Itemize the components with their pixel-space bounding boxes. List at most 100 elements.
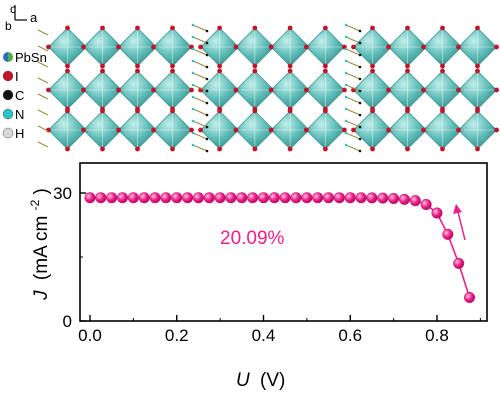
data-point: [344, 192, 356, 204]
carbon-atom: [358, 65, 362, 69]
data-point: [247, 192, 259, 204]
legend-sphere-icon: [2, 127, 14, 139]
organic-bond: [345, 48, 361, 56]
organic-bond: [192, 120, 208, 128]
c-axis-label: c: [10, 2, 16, 16]
iodide-atom: [252, 68, 258, 74]
data-point: [95, 192, 107, 204]
data-point: [355, 192, 367, 204]
data-point: [225, 192, 237, 204]
iodide-atom: [440, 68, 445, 74]
iodide-atom: [100, 63, 105, 69]
data-point: [366, 192, 378, 204]
legend-label: H: [15, 126, 24, 141]
nitrogen-atom: [344, 143, 348, 147]
data-point: [236, 192, 248, 204]
iodide-atom: [341, 127, 347, 133]
nitrogen-atom: [344, 71, 348, 75]
x-tick-label: 0.6: [338, 326, 362, 345]
plot-frame: [79, 162, 488, 322]
y-tick-label: 30: [53, 184, 72, 203]
carbon-atom: [205, 77, 209, 81]
iodide-atom: [233, 44, 239, 50]
organic-bond: [192, 60, 208, 68]
nitrogen-atom: [344, 47, 348, 51]
carbon-atom: [358, 137, 362, 141]
carbon-atom: [358, 29, 362, 33]
x-tick-label: 0.2: [165, 326, 189, 345]
nitrogen-atom: [191, 35, 195, 39]
organic-bond: [192, 96, 208, 104]
iodide-atom: [116, 44, 121, 50]
data-point: [106, 192, 118, 204]
data-point: [84, 192, 96, 204]
data-point: [398, 193, 410, 205]
carbon-atom: [358, 89, 362, 93]
data-point: [453, 257, 465, 269]
iodide-atom: [322, 25, 328, 31]
crystal-structure-panel: [37, 23, 499, 153]
iodide-atom: [135, 68, 140, 74]
carbon-atom: [205, 41, 209, 45]
x-tick-label: 0.8: [425, 326, 449, 345]
nitrogen-atom: [344, 23, 348, 27]
legend-sphere-left-icon: [3, 52, 8, 62]
carbon-atom: [358, 41, 362, 45]
iodide-atom: [303, 127, 309, 133]
organic-bond: [345, 144, 361, 152]
y-tick-label: 0: [63, 312, 72, 331]
data-point: [279, 192, 291, 204]
data-point: [323, 192, 335, 204]
iodide-atom: [46, 44, 51, 50]
carbon-atom: [205, 137, 209, 141]
iodide-atom: [341, 87, 347, 93]
data-point: [442, 228, 454, 240]
iodide-atom: [287, 108, 293, 114]
carbon-atom: [205, 53, 209, 57]
nitrogen-atom: [191, 143, 195, 147]
carbon-atom: [205, 65, 209, 69]
organic-bond: [192, 84, 208, 92]
nitrogen-atom: [191, 95, 195, 99]
iodide-atom: [494, 44, 499, 50]
y-axis-unit-end: ): [31, 188, 52, 194]
legend-sphere-icon: [2, 89, 14, 101]
nitrogen-atom: [191, 23, 195, 27]
y-axis-title: J (mA cm -2 ): [23, 188, 52, 301]
iodide-atom: [421, 44, 426, 50]
iodide-atom: [252, 108, 258, 114]
iodide-atom: [370, 108, 375, 114]
iodide-atom: [303, 44, 309, 50]
iodide-atom: [46, 87, 51, 93]
crystal-axes-indicator: c b a: [5, 2, 38, 33]
data-point: [203, 192, 215, 204]
carbon-atom: [358, 113, 362, 117]
iodide-atom: [252, 25, 258, 31]
iodide-atom: [151, 87, 156, 93]
iodide-atom: [440, 63, 445, 69]
iodide-atom: [217, 108, 223, 114]
carbon-atom: [205, 101, 209, 105]
nitrogen-atom: [344, 59, 348, 63]
iodide-atom: [65, 146, 70, 152]
iodide-atom: [116, 87, 121, 93]
scan-arrow-head: [453, 204, 462, 214]
organic-bond: [345, 24, 361, 32]
iodide-atom: [198, 44, 204, 50]
iodide-atom: [440, 146, 445, 152]
organic-bond: [345, 132, 361, 140]
data-point: [214, 192, 226, 204]
data-point: [333, 192, 345, 204]
iodide-atom: [268, 87, 274, 93]
organic-bond: [192, 72, 208, 80]
iodide-atom: [170, 108, 175, 114]
iodide-atom: [405, 146, 410, 152]
jv-chart: 0.0 0.2 0.4 0.6 0.8 0 30 20.09% U (V) J (mA c…: [23, 162, 488, 391]
iodide-atom: [440, 25, 445, 31]
iodide-atom: [303, 87, 309, 93]
legend-sphere-icon: [2, 70, 14, 82]
data-point: [160, 192, 172, 204]
nitrogen-atom: [344, 119, 348, 123]
data-point: [409, 195, 421, 207]
